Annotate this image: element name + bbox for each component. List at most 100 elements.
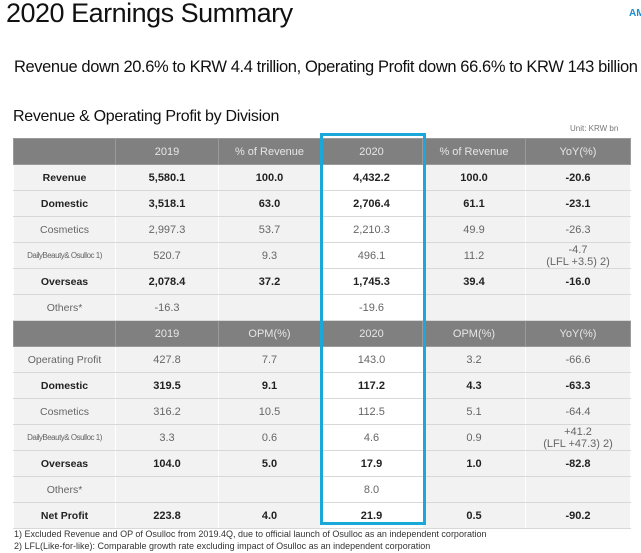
row-label: Operating Profit xyxy=(13,346,116,373)
column-header: OPM(%) xyxy=(422,320,526,347)
row-label: Cosmetics xyxy=(13,398,116,425)
table-cell: -23.1 xyxy=(525,190,631,217)
table-cell: 17.9 xyxy=(320,450,423,477)
table-cell: -19.6 xyxy=(320,294,423,321)
table-row: Others* 8.0 xyxy=(13,476,631,503)
table-cell: 2,210.3 xyxy=(320,216,423,243)
table-cell: 5.0 xyxy=(218,450,321,477)
yoy-value: -4.7 xyxy=(568,243,588,256)
table-cell: 5.1 xyxy=(422,398,526,425)
column-header: 2020 xyxy=(320,320,423,347)
table-cell xyxy=(115,476,219,503)
table-cell: -90.2 xyxy=(525,502,631,529)
table-cell: 37.2 xyxy=(218,268,321,295)
table-cell: 100.0 xyxy=(422,164,526,191)
table-cell: 5,580.1 xyxy=(115,164,219,191)
column-header: OPM(%) xyxy=(218,320,321,347)
table-cell: 39.4 xyxy=(422,268,526,295)
table-row: Revenue 5,580.1 100.0 4,432.2 100.0 -20.6 xyxy=(13,164,631,191)
table-cell xyxy=(525,476,631,503)
table-cell: 319.5 xyxy=(115,372,219,399)
table-cell: 3.3 xyxy=(115,424,219,451)
table-cell: 2,997.3 xyxy=(115,216,219,243)
table-cell: -20.6 xyxy=(525,164,631,191)
row-label: Cosmetics xyxy=(13,216,116,243)
table-cell: 3,518.1 xyxy=(115,190,219,217)
table-cell: -4.7 (LFL +3.5) 2) xyxy=(525,242,631,269)
row-label: Net Profit xyxy=(13,502,116,529)
column-header: YoY(%) xyxy=(525,138,631,165)
table-cell: 143.0 xyxy=(320,346,423,373)
section-title: Revenue & Operating Profit by Division xyxy=(13,108,280,125)
table-cell: 2,078.4 xyxy=(115,268,219,295)
table-cell: 4,432.2 xyxy=(320,164,423,191)
yoy-value: +41.2 xyxy=(564,425,592,438)
table-cell: 4.6 xyxy=(320,424,423,451)
table-cell: 117.2 xyxy=(320,372,423,399)
table-cell: 61.1 xyxy=(422,190,526,217)
table-cell: 49.9 xyxy=(422,216,526,243)
footnote-2: 2) LFL(Like-for-like): Comparable growth… xyxy=(14,541,431,551)
table-row: Cosmetics 2,997.3 53.7 2,210.3 49.9 -26.3 xyxy=(13,216,631,243)
row-label: DailyBeauty& Osulloc 1) xyxy=(13,242,116,269)
table-cell: 11.2 xyxy=(422,242,526,269)
brand-logo: AM xyxy=(629,8,641,19)
row-label: Others* xyxy=(13,476,116,503)
table-header-row: 2019 OPM(%) 2020 OPM(%) YoY(%) xyxy=(13,320,631,347)
table-cell: 427.8 xyxy=(115,346,219,373)
table-cell xyxy=(422,294,526,321)
table-cell: 21.9 xyxy=(320,502,423,529)
table-row: Domestic 3,518.1 63.0 2,706.4 61.1 -23.1 xyxy=(13,190,631,217)
unit-label: Unit: KRW bn xyxy=(570,124,619,133)
table-cell: 4.3 xyxy=(422,372,526,399)
table-row: DailyBeauty& Osulloc 1) 3.3 0.6 4.6 0.9 +41.2… xyxy=(13,424,631,451)
table-cell: 8.0 xyxy=(320,476,423,503)
row-label: Domestic xyxy=(13,372,116,399)
table-row: Cosmetics 316.2 10.5 112.5 5.1 -64.4 xyxy=(13,398,631,425)
table-cell: 223.8 xyxy=(115,502,219,529)
row-label: Overseas xyxy=(13,268,116,295)
page-title: 2020 Earnings Summary xyxy=(6,0,293,28)
table-cell xyxy=(525,294,631,321)
column-header: YoY(%) xyxy=(525,320,631,347)
table-cell: 0.6 xyxy=(218,424,321,451)
table-cell: 496.1 xyxy=(320,242,423,269)
column-header: 2019 xyxy=(115,138,219,165)
table-row: DailyBeauty& Osulloc 1) 520.7 9.3 496.1 11.2… xyxy=(13,242,631,269)
footnote-1: 1) Excluded Revenue and OP of Osulloc fr… xyxy=(14,529,487,539)
table-cell: -63.3 xyxy=(525,372,631,399)
table-cell: 3.2 xyxy=(422,346,526,373)
row-label: Others* xyxy=(13,294,116,321)
earnings-table: 2019% of Revenue 2020% of Revenue YoY(%) Re… xyxy=(13,138,631,529)
table-cell: -66.6 xyxy=(525,346,631,373)
table-cell: -16.0 xyxy=(525,268,631,295)
table-cell: 7.7 xyxy=(218,346,321,373)
table-cell: -82.8 xyxy=(525,450,631,477)
column-header: % of Revenue xyxy=(218,138,321,165)
table-cell: 100.0 xyxy=(218,164,321,191)
table-cell: 0.9 xyxy=(422,424,526,451)
table-cell xyxy=(218,476,321,503)
headline: Revenue down 20.6% to KRW 4.4 trillion, … xyxy=(14,58,638,76)
table-cell: 9.1 xyxy=(218,372,321,399)
table-row: Net Profit 223.8 4.0 21.9 0.5 -90.2 xyxy=(13,502,631,529)
row-label: Revenue xyxy=(13,164,116,191)
table-cell: 4.0 xyxy=(218,502,321,529)
table-cell: 9.3 xyxy=(218,242,321,269)
table-cell: +41.2 (LFL +47.3) 2) xyxy=(525,424,631,451)
table-row: Operating Profit 427.8 7.7 143.0 3.2 -66.6 xyxy=(13,346,631,373)
table-row: Domestic 319.5 9.1 117.2 4.3 -63.3 xyxy=(13,372,631,399)
column-header: % of Revenue xyxy=(422,138,526,165)
table-row: Overseas 104.0 5.0 17.9 1.0 -82.8 xyxy=(13,450,631,477)
table-cell: 2,706.4 xyxy=(320,190,423,217)
table-cell: 10.5 xyxy=(218,398,321,425)
table-cell: -26.3 xyxy=(525,216,631,243)
lfl-value: (LFL +47.3) 2) xyxy=(543,437,613,450)
table-cell xyxy=(218,294,321,321)
table-cell: 53.7 xyxy=(218,216,321,243)
table-row: Overseas 2,078.4 37.2 1,745.3 39.4 -16.0 xyxy=(13,268,631,295)
table-cell: 520.7 xyxy=(115,242,219,269)
table-cell: 104.0 xyxy=(115,450,219,477)
table-cell: -16.3 xyxy=(115,294,219,321)
lfl-value: (LFL +3.5) 2) xyxy=(546,255,610,268)
